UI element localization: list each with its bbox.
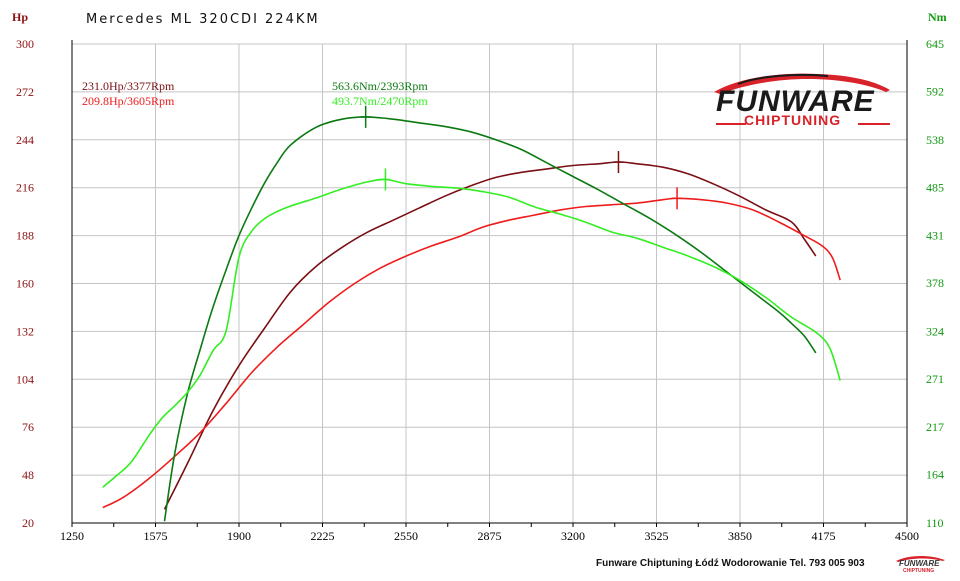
x-tick-label: 2225 — [311, 529, 335, 543]
x-tick-label: 4500 — [895, 529, 919, 543]
x-tick-label: 3200 — [561, 529, 585, 543]
x-tick-label: 1900 — [227, 529, 251, 543]
hp-stock-line — [102, 197, 841, 509]
x-tick-label: 1250 — [60, 529, 84, 543]
x-tick-label: 2550 — [394, 529, 418, 543]
hp-tuned-annotation: 231.0Hp/3377Rpm — [82, 79, 175, 93]
tick-labels: 1250 1575 1900 2225 2550 2875 3200 3525 3850 4175… — [16, 37, 944, 543]
y-right-tick-label: 485 — [926, 180, 944, 194]
nm-tuned-annotation: 563.6Nm/2393Rpm — [332, 79, 428, 93]
mini-logo-sub: CHIPTUNING — [903, 568, 935, 574]
footer-logo: FUNWARE CHIPTUNING — [893, 553, 948, 577]
grid-lines — [72, 43, 907, 523]
y-left-tick-label: 160 — [16, 277, 34, 291]
y-right-tick-label: 378 — [926, 276, 944, 290]
y-right-tick-label: 592 — [926, 84, 944, 98]
mini-car-icon — [896, 555, 945, 562]
x-tick-label: 3525 — [645, 529, 669, 543]
y-left-tick-label: 48 — [22, 468, 34, 482]
y-left-tick-label: 244 — [16, 133, 34, 147]
funware-logo: FUNWARE CHIPTUNING — [708, 70, 898, 134]
chart-title: Mercedes ML 320CDI 224KM — [86, 12, 320, 27]
y-left-tick-label: 104 — [16, 372, 34, 386]
y-right-tick-label: 164 — [926, 468, 944, 482]
y-right-tick-label: 271 — [926, 372, 944, 386]
y-left-tick-label: 216 — [16, 181, 34, 195]
y-right-tick-label: 110 — [926, 516, 944, 530]
right-axis-unit: Nm — [928, 10, 947, 24]
hp-tuned-line — [163, 161, 817, 510]
footer-text: Funware Chiptuning Łódź Wodorowanie Tel.… — [596, 558, 865, 569]
y-right-tick-label: 217 — [926, 420, 944, 434]
series-lines — [102, 105, 841, 522]
axes — [71, 40, 908, 527]
y-right-tick-label: 324 — [926, 324, 944, 338]
x-tick-label: 2875 — [478, 529, 502, 543]
nm-stock-line — [102, 178, 841, 488]
logo-sub: CHIPTUNING — [744, 112, 842, 128]
y-left-tick-label: 300 — [16, 37, 34, 51]
hp-stock-annotation: 209.8Hp/3605Rpm — [82, 94, 175, 108]
x-tick-label: 3850 — [728, 529, 752, 543]
y-right-tick-label: 645 — [926, 37, 944, 51]
y-right-tick-label: 431 — [926, 229, 944, 243]
mini-logo-word: FUNWARE — [899, 559, 940, 568]
nm-stock-annotation: 493.7Nm/2470Rpm — [332, 94, 428, 108]
y-left-tick-label: 20 — [22, 516, 34, 530]
y-left-tick-label: 272 — [16, 85, 34, 99]
nm-tuned-line — [163, 116, 817, 522]
left-axis-unit: Hp — [12, 10, 29, 24]
car-silhouette-icon — [714, 73, 890, 125]
y-left-tick-label: 76 — [22, 420, 34, 434]
x-tick-label: 1575 — [144, 529, 168, 543]
logo-word: FUNWARE — [716, 85, 875, 118]
y-left-tick-label: 188 — [16, 229, 34, 243]
y-right-tick-label: 538 — [926, 133, 944, 147]
x-tick-label: 4175 — [812, 529, 836, 543]
y-left-tick-label: 132 — [16, 324, 34, 338]
